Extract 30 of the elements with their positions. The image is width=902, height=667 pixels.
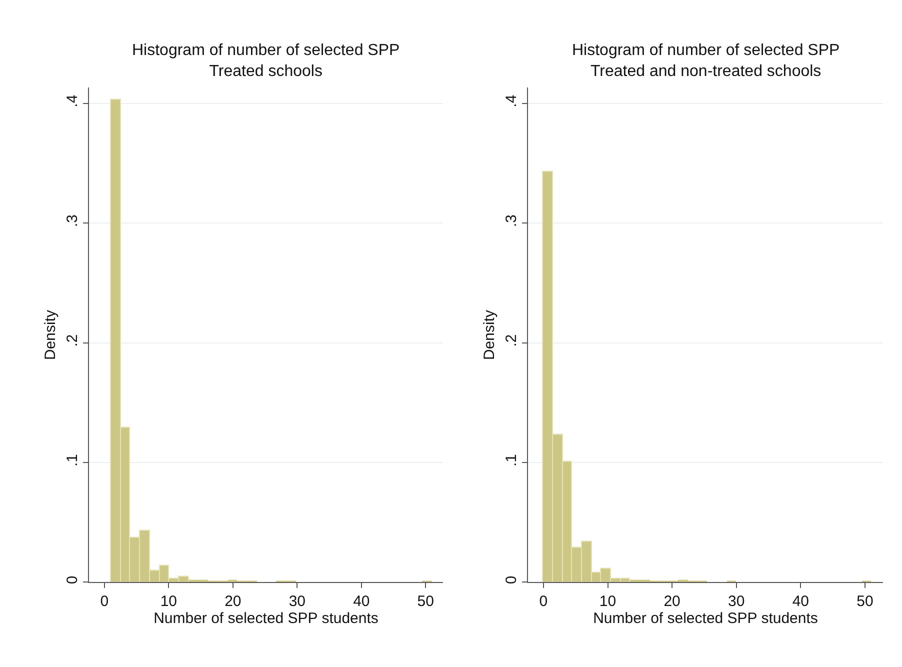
x-tick-label: 30 [288, 593, 306, 610]
x-tick-label: 10 [599, 593, 616, 610]
y-tick-label: .3 [64, 214, 81, 228]
y-tick-label: .1 [503, 454, 520, 467]
y-tick-label: .2 [503, 334, 520, 347]
y-tick-label: .2 [64, 334, 81, 347]
chart-title: Histogram of number of selected SPP [572, 42, 840, 59]
y-tick-label: .1 [64, 454, 81, 467]
x-tick-label: 10 [160, 593, 178, 610]
y-tick-label: .4 [503, 94, 520, 108]
y-tick-label: .3 [503, 214, 520, 228]
x-axis-title: Number of selected SPP students [593, 610, 818, 628]
chart-subtitle: Treated and non-treated schools [590, 62, 822, 80]
x-tick-label: 0 [100, 593, 109, 610]
y-tick-label: 0 [64, 576, 81, 584]
x-tick-label: 50 [417, 593, 434, 610]
x-axis-title: Number of selected SPP students [154, 610, 378, 628]
chart-subtitle: Treated schools [209, 62, 322, 80]
chart-title: Histogram of number of selected SPP [132, 42, 400, 59]
x-tick-label: 30 [728, 593, 745, 610]
x-tick-label: 40 [792, 593, 810, 610]
y-tick-label: 0 [503, 576, 520, 584]
x-tick-label: 20 [664, 593, 680, 610]
y-axis-title: Density [481, 309, 498, 360]
x-tick-label: 50 [856, 593, 874, 610]
y-tick-label: .4 [64, 94, 81, 108]
y-axis-title: Density [42, 309, 60, 360]
x-tick-label: 20 [224, 593, 242, 610]
x-tick-label: 40 [353, 593, 370, 610]
x-tick-label: 0 [539, 593, 548, 610]
